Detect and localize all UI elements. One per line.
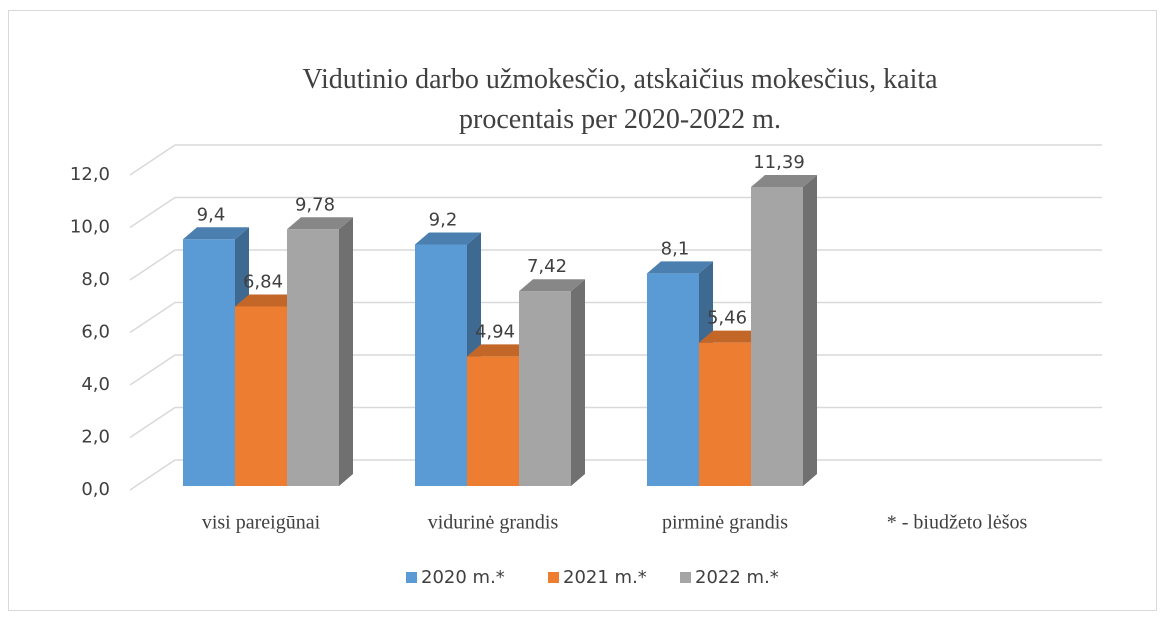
bar-side — [571, 279, 585, 486]
bar — [415, 244, 467, 486]
bar-top — [235, 294, 301, 307]
bar-top — [287, 217, 353, 230]
x-tick-label: vidurinė grandis — [428, 512, 559, 534]
y-tick-label: 4,0 — [81, 374, 110, 395]
legend-swatch — [406, 572, 417, 583]
value-label: 7,42 — [527, 256, 567, 277]
bar-top — [467, 344, 533, 357]
legend-swatch — [548, 572, 559, 583]
bar-top — [415, 232, 481, 245]
value-label: 9,78 — [295, 194, 335, 215]
value-label: 9,2 — [429, 210, 458, 231]
legend-label: 2021 m.* — [563, 567, 647, 588]
bar — [699, 342, 751, 486]
y-tick-label: 12,0 — [70, 164, 110, 185]
bar — [519, 291, 571, 486]
x-tick-label: pirminė grandis — [662, 512, 788, 534]
y-tick-label: 6,0 — [81, 322, 110, 343]
y-tick-label: 2,0 — [81, 427, 110, 448]
x-tick-label: visi pareigūnai — [202, 512, 321, 534]
bar-top — [699, 330, 765, 343]
bar-top — [751, 175, 817, 188]
value-label: 8,1 — [661, 238, 690, 259]
legend-label: 2020 m.* — [421, 567, 505, 588]
value-label: 5,46 — [707, 308, 747, 329]
bar-top — [647, 261, 713, 274]
chart-title: Vidutinio darbo užmokesčio, atskaičius m… — [302, 64, 938, 135]
legend-label: 2022 m.* — [695, 567, 779, 588]
y-tick-label: 0,0 — [81, 479, 110, 500]
bar — [287, 229, 339, 486]
value-label: 6,84 — [243, 271, 283, 292]
value-label: 9,4 — [197, 204, 226, 225]
value-label: 4,94 — [475, 321, 515, 342]
bar-side — [339, 217, 353, 486]
bar — [235, 306, 287, 486]
bar — [183, 239, 235, 486]
y-tick-label: 8,0 — [81, 269, 110, 290]
bar-side — [803, 175, 817, 486]
bar-top — [519, 279, 585, 292]
y-tick-label: 10,0 — [70, 217, 110, 238]
x-tick-label: * - biudžeto lėšos — [887, 512, 1028, 534]
grid-line — [129, 144, 1102, 176]
bar — [647, 273, 699, 486]
bar — [751, 187, 803, 486]
legend-swatch — [680, 572, 691, 583]
value-label: 11,39 — [753, 152, 805, 173]
bar — [467, 356, 519, 486]
bar-top — [183, 227, 249, 240]
